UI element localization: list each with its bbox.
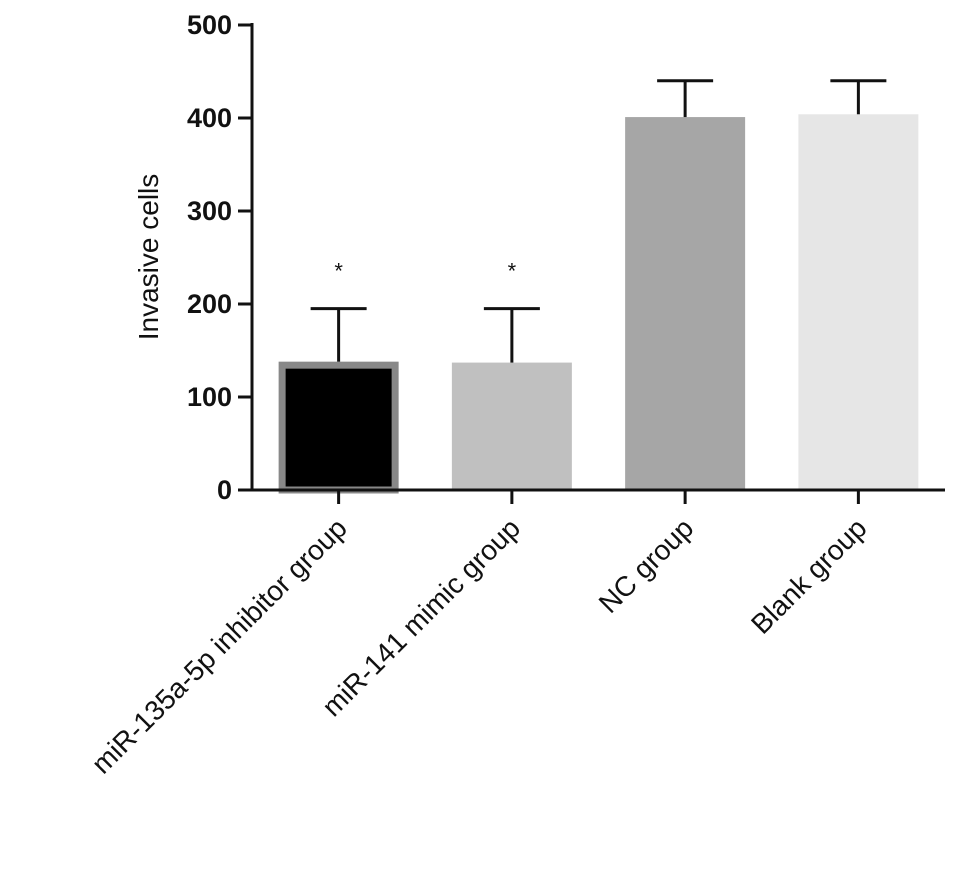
- bar-4: [798, 114, 919, 490]
- significance-mark-1: *: [334, 259, 343, 284]
- bar-2: [451, 362, 572, 490]
- y-tick-label-400: 400: [187, 103, 232, 133]
- y-axis-label: Invasive cells: [133, 174, 164, 341]
- y-tick-label-0: 0: [217, 475, 232, 505]
- x-tick-label-4: Blank group: [745, 512, 873, 640]
- bar-3: [625, 117, 746, 490]
- y-tick-label-300: 300: [187, 196, 232, 226]
- y-tick-label-500: 500: [187, 10, 232, 40]
- y-tick-label-200: 200: [187, 289, 232, 319]
- y-tick-label-100: 100: [187, 382, 232, 412]
- x-tick-label-1: miR-135a-5p inhibitor group: [86, 512, 353, 779]
- x-tick-label-3: NC group: [593, 512, 700, 619]
- significance-mark-2: *: [508, 259, 517, 284]
- x-tick-label-2: miR-141 mimic group: [316, 512, 526, 722]
- bar-1: [278, 361, 399, 494]
